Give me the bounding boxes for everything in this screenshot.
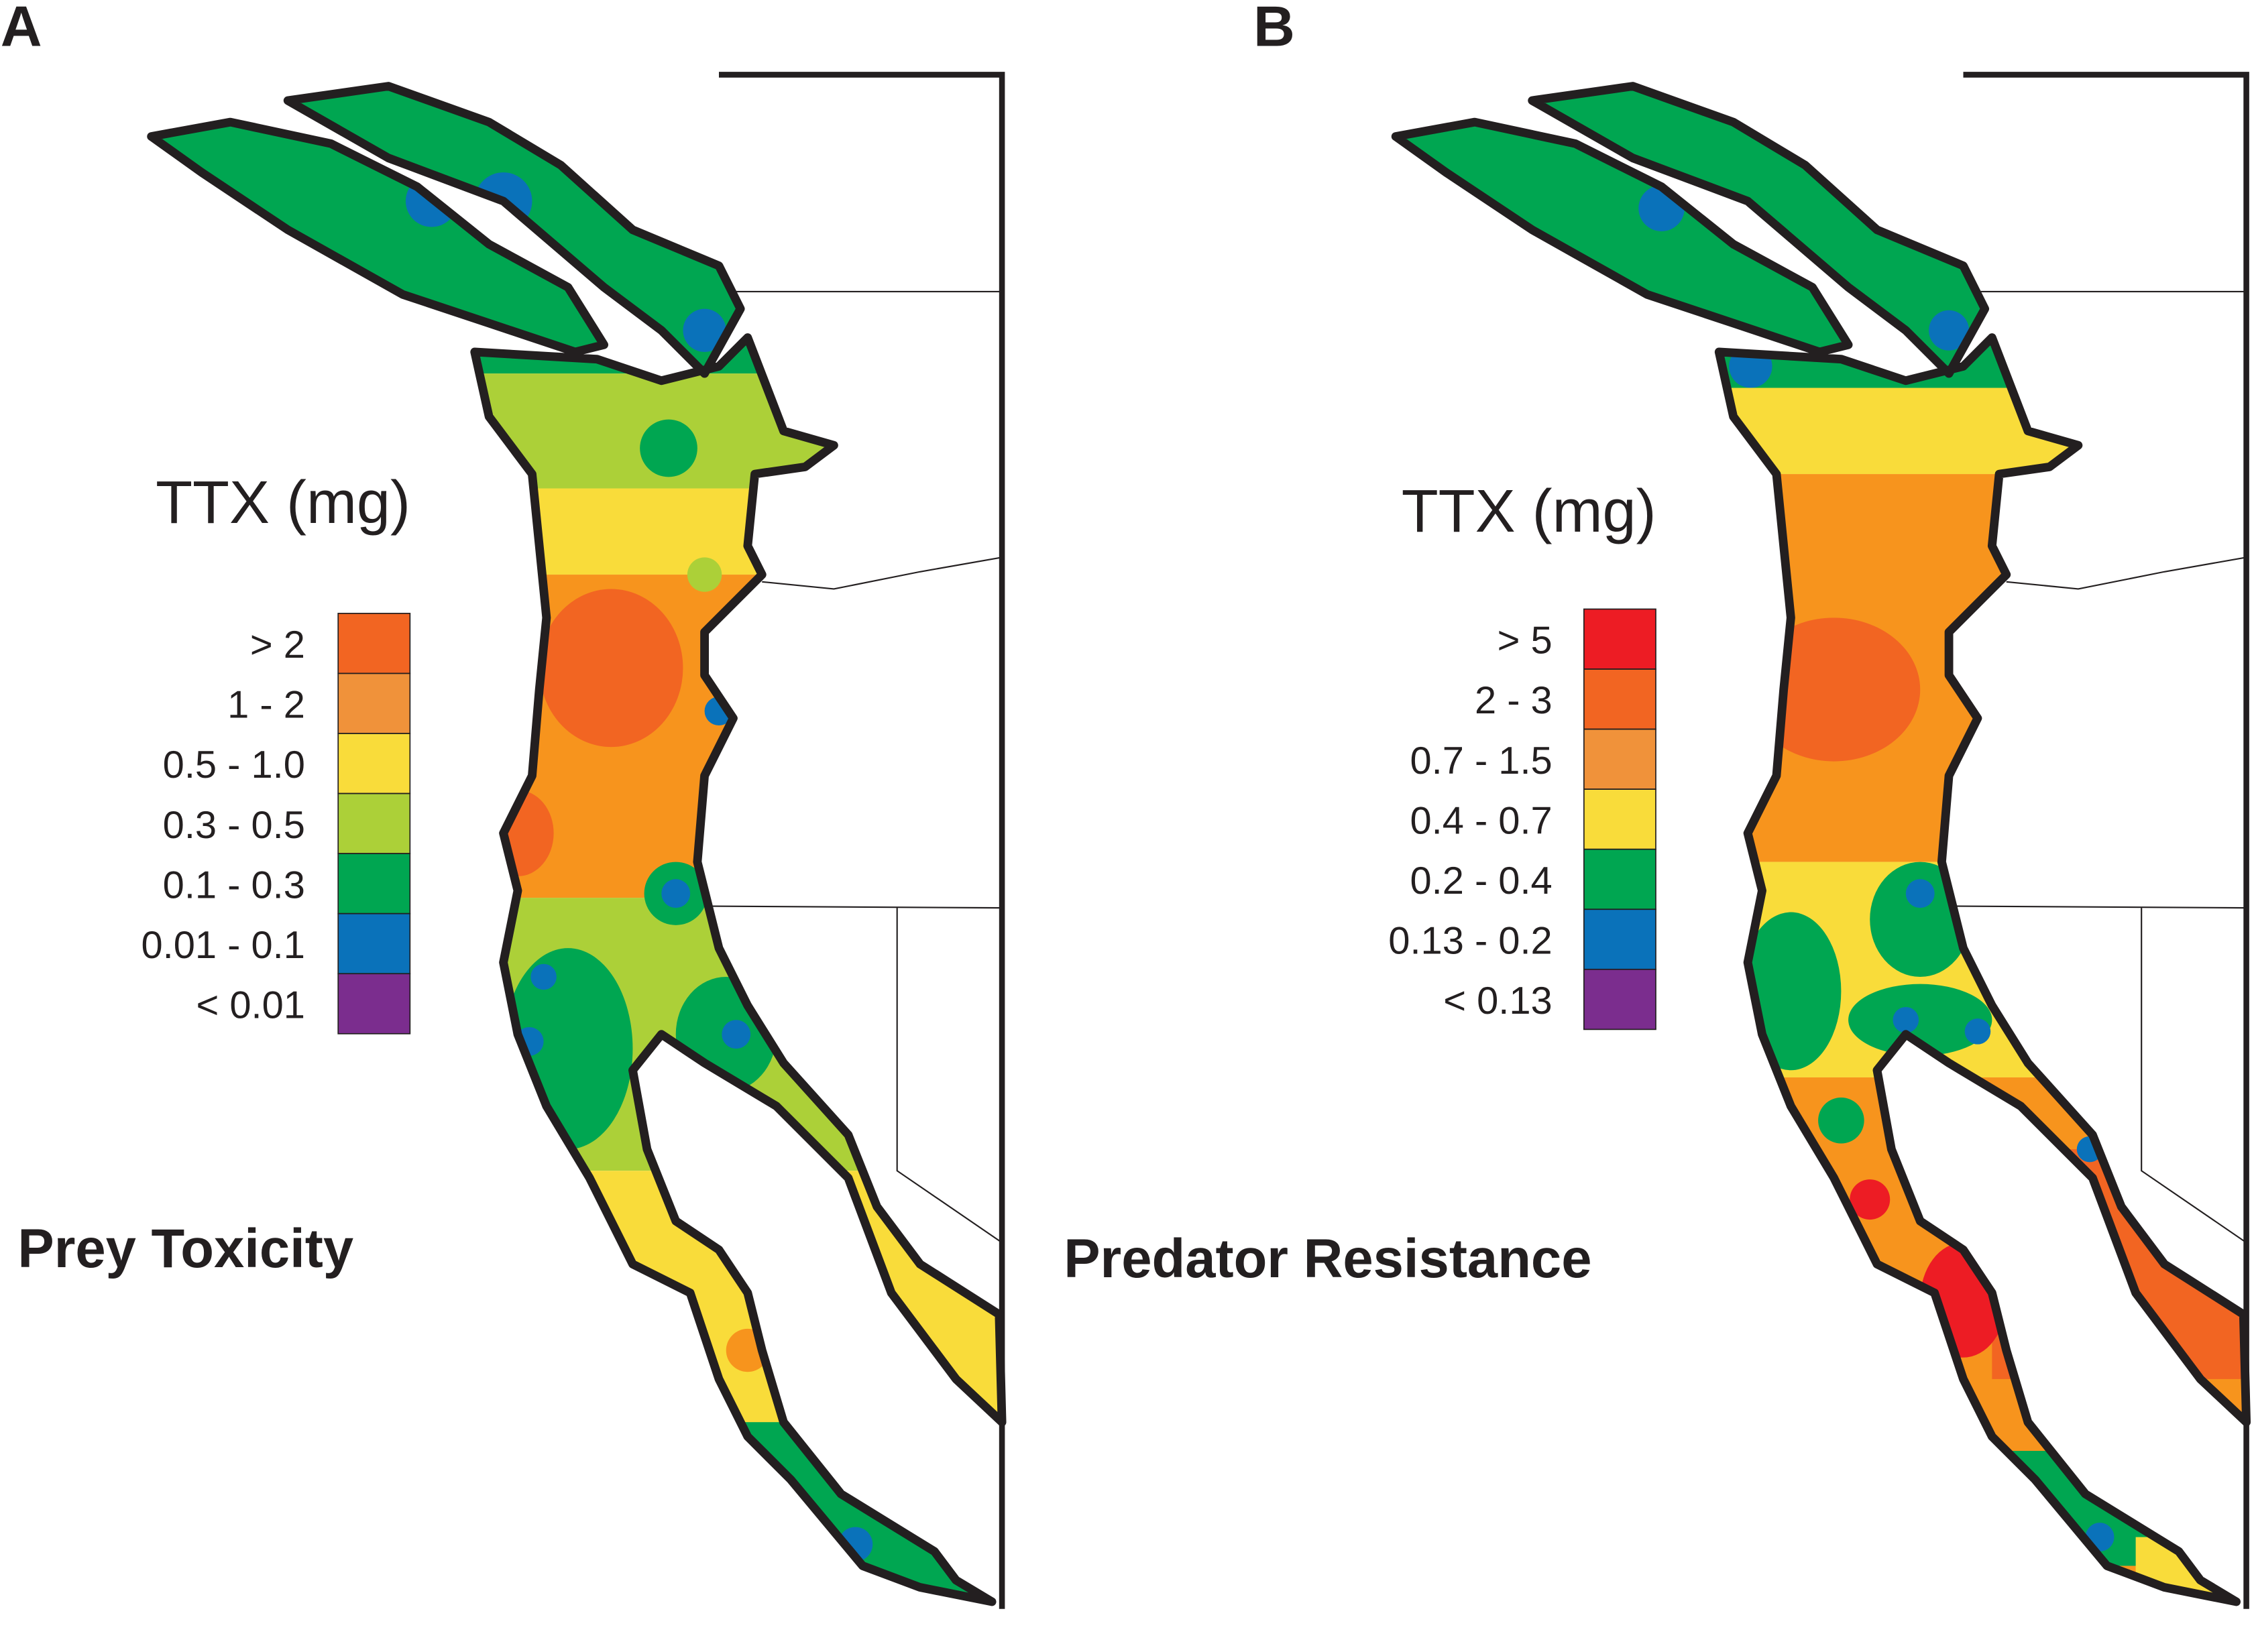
legend-swatch [337, 733, 411, 794]
legend-label: < 0.13 [1443, 980, 1552, 1022]
legend-swatch [337, 973, 411, 1035]
legend-swatch [1583, 848, 1656, 910]
legend-swatch [337, 912, 411, 975]
map-frame [718, 72, 1005, 1609]
legend-label: 0.13 - 0.2 [1388, 919, 1552, 962]
legend-label: 0.3 - 0.5 [163, 804, 305, 847]
legend-swatch [1583, 608, 1656, 670]
panel-title-b: Predator Resistance [1064, 1228, 1591, 1289]
legend-swatch [1583, 728, 1656, 790]
legend-label: 0.5 - 1.0 [163, 744, 305, 786]
legend-label: 0.1 - 0.3 [163, 864, 305, 906]
legend-label: < 0.01 [196, 984, 304, 1026]
legend-label: 0.01 - 0.1 [142, 924, 305, 967]
legend-swatch [1583, 788, 1656, 850]
legend-swatch [337, 672, 411, 734]
legend-a: > 2 1 - 2 0.5 - 1.0 0.3 - 0.5 0.1 - 0.3 0.01 … [142, 613, 411, 1035]
legend-title-a: TTX (mg) [156, 469, 410, 536]
legend-swatch [1583, 968, 1656, 1030]
legend-swatch [1583, 668, 1656, 730]
legend-label: 1 - 2 [227, 684, 305, 727]
legend-label: 0.4 - 0.7 [1410, 799, 1552, 842]
legend-title-b: TTX (mg) [1402, 478, 1656, 545]
legend-swatch [337, 792, 411, 854]
panel-letter-a: A [1, 0, 42, 59]
legend-label: > 2 [250, 624, 305, 666]
panel-letter-b: B [1253, 0, 1295, 59]
panel-title-a: Prey Toxicity [17, 1218, 353, 1279]
legend-swatch [1583, 908, 1656, 970]
legend-label: 0.2 - 0.4 [1410, 860, 1552, 902]
legend-label: 0.7 - 1.5 [1410, 740, 1552, 782]
legend-swatch [337, 853, 411, 914]
legend-label: > 5 [1498, 620, 1553, 662]
legend-swatch [337, 613, 411, 674]
legend-b: > 5 2 - 3 0.7 - 1.5 0.4 - 0.7 0.2 - 0.4 0.13 … [1388, 608, 1656, 1030]
map-frame [1963, 72, 2249, 1609]
legend-label: 2 - 3 [1475, 679, 1553, 722]
